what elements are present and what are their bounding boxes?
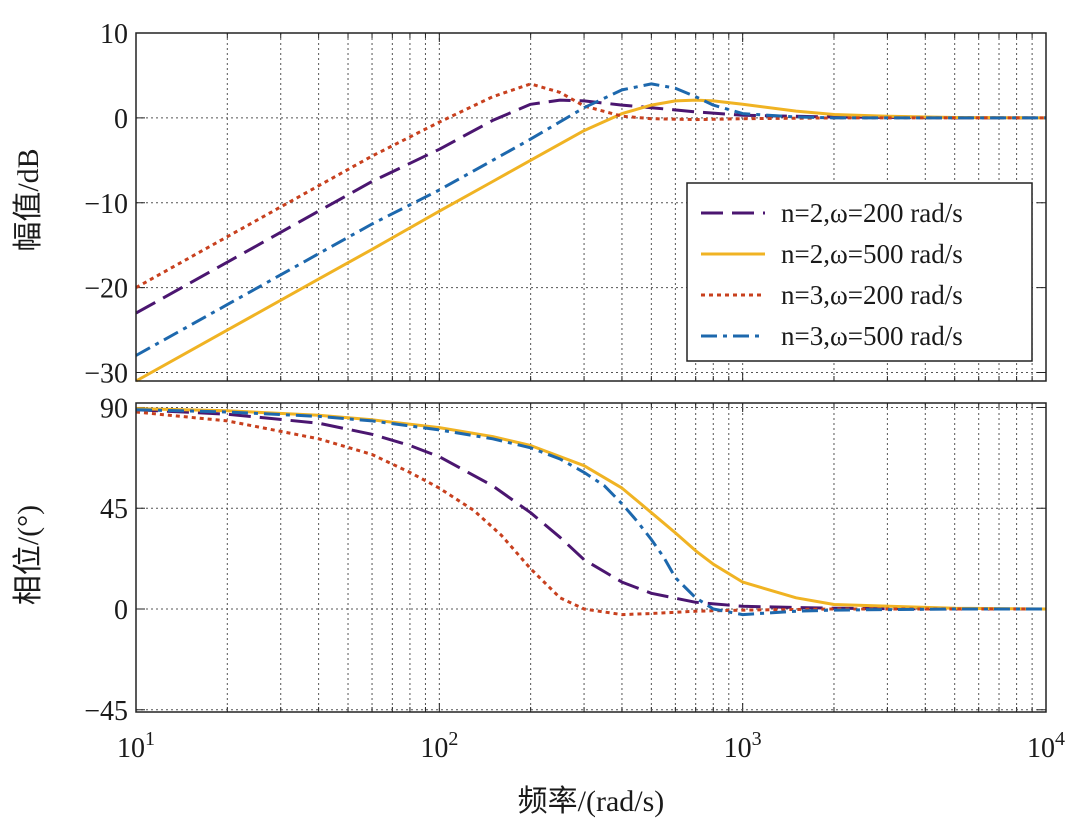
magnitude-y-tick-label: −10 xyxy=(84,189,128,220)
magnitude-series-line xyxy=(135,82,1046,357)
magnitude-y-tick-label: 10 xyxy=(100,19,128,50)
phase-series-line xyxy=(135,408,1046,617)
legend-entry-label: n=3,ω=500 rad/s xyxy=(781,321,963,351)
phase-plot-area xyxy=(136,403,1046,712)
phase-y-tick-label: −45 xyxy=(84,696,128,727)
magnitude-y-tick-label: −20 xyxy=(84,274,128,305)
phase-series-line xyxy=(135,410,1046,617)
magnitude-series-line xyxy=(135,82,1046,289)
magnitude-y-axis-label: 幅值/dB xyxy=(12,148,45,251)
phase-y-tick-label: 0 xyxy=(114,595,128,626)
magnitude-y-tick-label: 0 xyxy=(114,104,128,135)
phase-y-axis-label: 相位/(°) xyxy=(12,505,45,605)
x-tick-label: 104 xyxy=(1027,728,1065,764)
x-axis-label: 频率/(rad/s) xyxy=(518,785,665,818)
x-tick-label: 102 xyxy=(420,728,458,764)
phase-series-line xyxy=(135,408,1046,611)
magnitude-axes-frame xyxy=(135,32,1047,382)
legend: n=2,ω=200 rad/s n=2,ω=500 rad/s n=3,ω=200 … xyxy=(686,182,1033,362)
x-tick-label: 101 xyxy=(117,728,155,764)
legend-entry-label: n=3,ω=200 rad/s xyxy=(781,280,963,310)
phase-y-tick-label: 90 xyxy=(100,393,128,424)
x-tick-label: 103 xyxy=(724,728,762,764)
legend-entry-label: n=2,ω=200 rad/s xyxy=(781,198,963,228)
magnitude-series-line xyxy=(135,98,1047,383)
legend-entry-label: n=2,ω=500 rad/s xyxy=(781,239,963,269)
phase-y-tick-label: 45 xyxy=(100,494,128,525)
phase-axes-frame xyxy=(135,402,1047,713)
magnitude-y-tick-label: −30 xyxy=(84,359,128,390)
